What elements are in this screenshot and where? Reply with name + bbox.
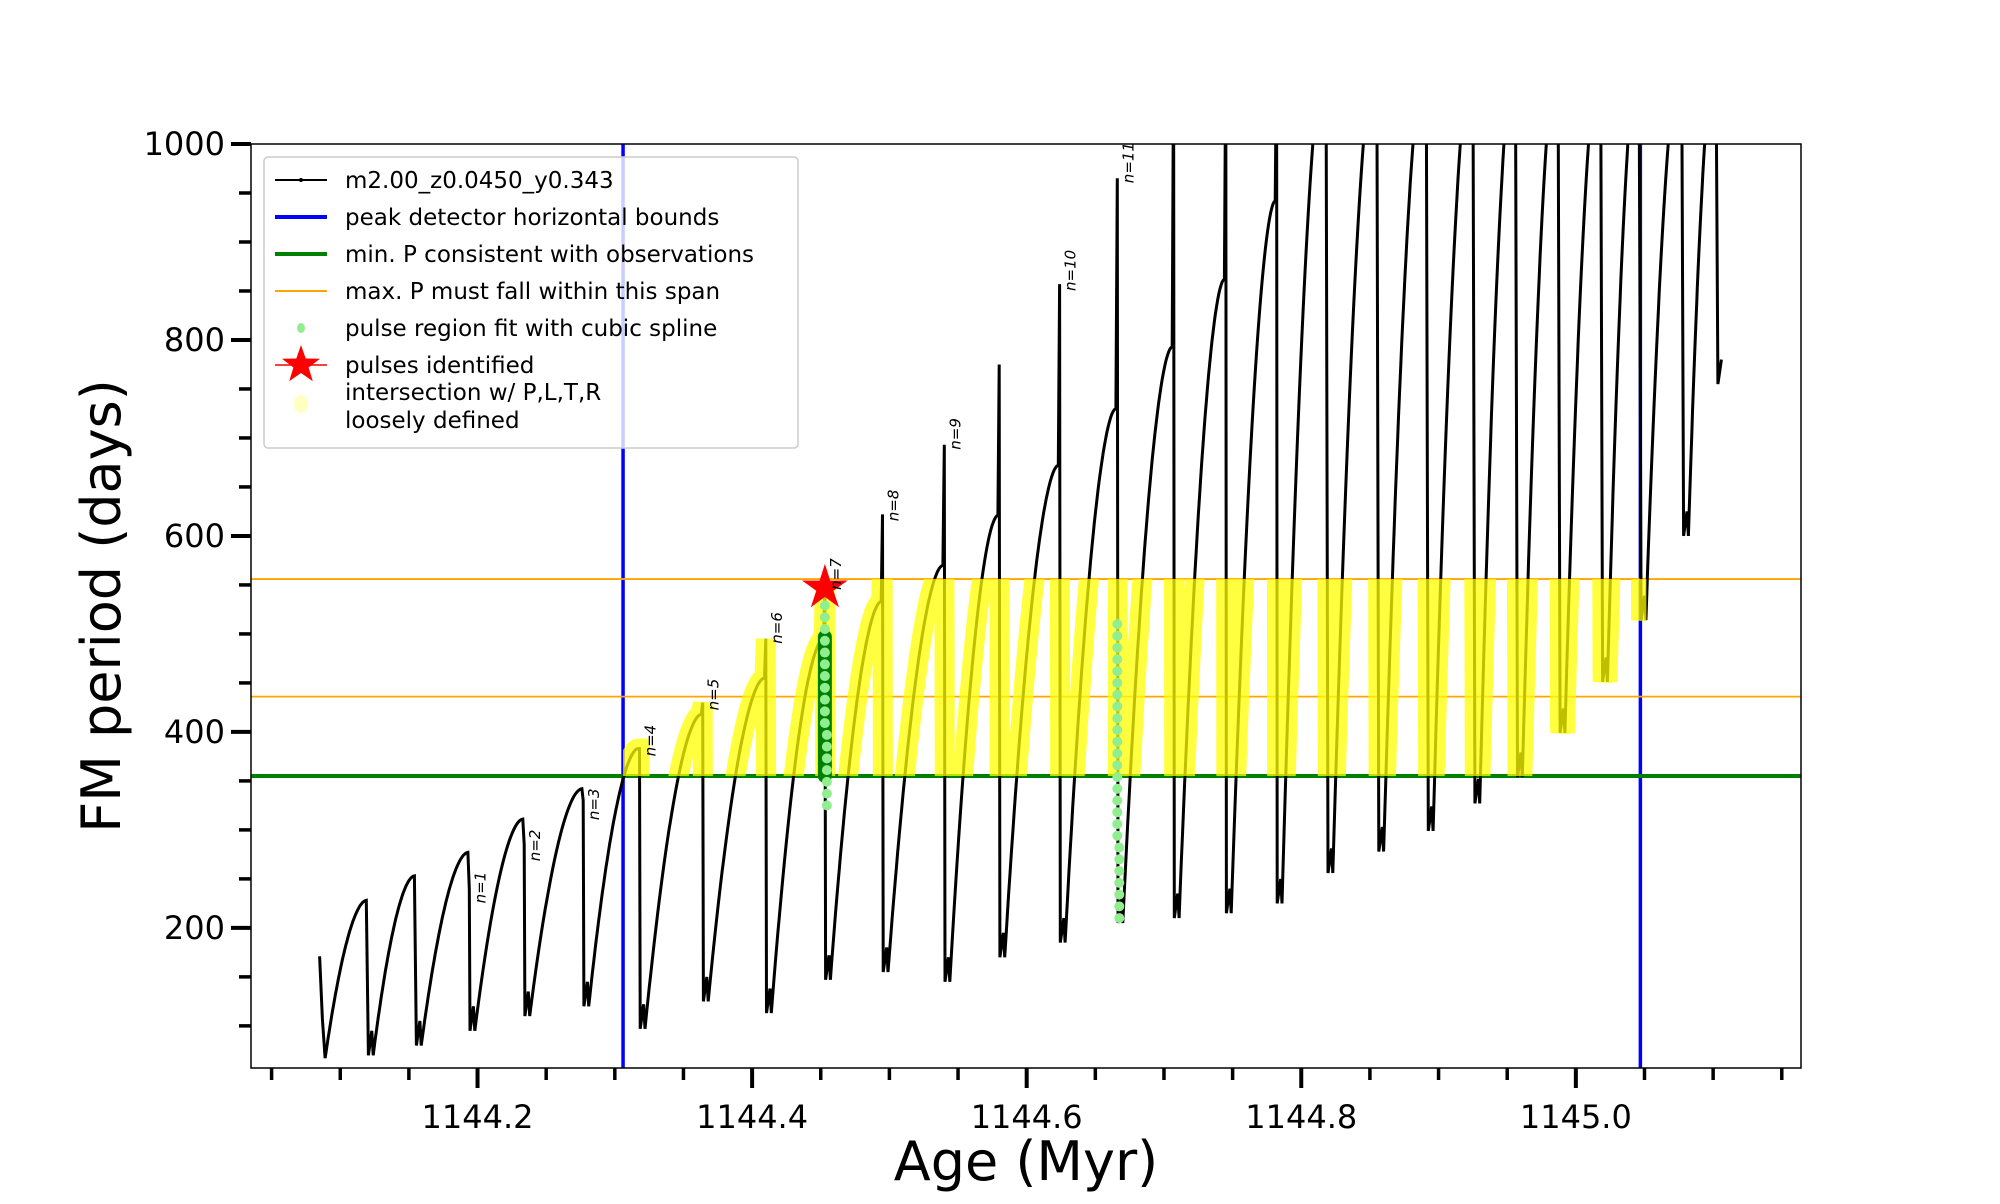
spline-fit-point bbox=[1112, 701, 1123, 712]
spline-fit-point bbox=[1114, 889, 1125, 900]
spline-fit-point bbox=[819, 647, 830, 658]
spline-fit-point bbox=[1112, 807, 1123, 818]
y-tick-label: 800 bbox=[164, 321, 225, 359]
spline-fit-point bbox=[1112, 619, 1123, 630]
legend-dot-icon bbox=[297, 323, 305, 333]
spline-fit-point bbox=[819, 694, 830, 705]
x-tick-label: 1145.0 bbox=[1520, 1098, 1632, 1136]
spline-fit-point bbox=[821, 753, 832, 764]
spline-fit-point bbox=[819, 718, 830, 729]
legend-box bbox=[263, 156, 799, 449]
x-tick-label: 1144.4 bbox=[696, 1098, 808, 1136]
spline-fit-point bbox=[819, 624, 830, 635]
spline-fit-point bbox=[1112, 654, 1123, 665]
x-tick-label: 1144.8 bbox=[1245, 1098, 1357, 1136]
pulse-label: n=1 bbox=[471, 872, 489, 904]
plot-area: n=1 n=2 n=3 n=4 n=5 n=6 n=7 n=8 n=9 n=10 n=11 bbox=[251, 142, 1801, 1068]
spline-fit-point bbox=[1112, 771, 1123, 782]
spline-fit-point bbox=[819, 682, 830, 693]
spline-fit-point bbox=[821, 729, 832, 740]
spline-fit-point bbox=[1112, 630, 1123, 641]
spline-fit-point bbox=[819, 600, 830, 611]
legend-label: pulse region fit with cubic spline bbox=[345, 316, 717, 342]
spline-fit-point bbox=[1114, 901, 1125, 912]
spline-fit-point bbox=[819, 612, 830, 623]
spline-fit-point bbox=[1112, 830, 1123, 841]
spline-fit-point bbox=[1112, 666, 1123, 677]
x-tick-label: 1144.6 bbox=[971, 1098, 1083, 1136]
pulse-label: n=7 bbox=[827, 558, 845, 590]
spline-fit-point bbox=[1112, 819, 1123, 830]
spline-fit-point bbox=[1112, 783, 1123, 794]
legend-label: peak detector horizontal bounds bbox=[345, 205, 719, 231]
pulse-label: n=10 bbox=[1062, 250, 1080, 291]
spline-fit-point bbox=[1112, 760, 1123, 771]
spline-fit-point bbox=[821, 800, 832, 811]
legend-marker-icon bbox=[299, 178, 303, 182]
spline-fit-point bbox=[821, 776, 832, 787]
pulse-label: n=3 bbox=[585, 788, 603, 820]
y-tick-label: 400 bbox=[164, 713, 225, 751]
legend-star-icon bbox=[282, 345, 320, 382]
pulse-label: n=6 bbox=[768, 612, 786, 644]
spline-fit-point bbox=[819, 659, 830, 670]
pulse-label: n=8 bbox=[885, 490, 903, 522]
legend-label: intersection w/ P,L,T,R bbox=[345, 380, 601, 406]
pulse-label: n=11 bbox=[1119, 142, 1137, 183]
legend-dot-icon bbox=[294, 395, 308, 413]
spline-fit-point bbox=[1114, 866, 1125, 877]
spline-fit-point bbox=[1114, 842, 1125, 853]
intersection-markers bbox=[623, 579, 1647, 777]
pulse-label: n=9 bbox=[946, 418, 964, 450]
spline-fit-point bbox=[821, 741, 832, 752]
pulse-label: n=5 bbox=[705, 679, 723, 711]
spline-fit-point bbox=[821, 765, 832, 776]
spline-fit-point bbox=[1112, 689, 1123, 700]
x-axis-label: Age (Myr) bbox=[894, 1130, 1159, 1193]
y-tick-label: 600 bbox=[164, 517, 225, 555]
legend-label: m2.00_z0.0450_y0.343 bbox=[345, 168, 614, 194]
pulse-label: n=4 bbox=[642, 725, 660, 757]
pulse-identified-star bbox=[802, 563, 848, 608]
spline-fit-point bbox=[1114, 877, 1125, 888]
y-axis-label: FM period (days) bbox=[70, 379, 133, 833]
spline-fit-point bbox=[1112, 795, 1123, 806]
spline-fit-point bbox=[1112, 677, 1123, 688]
x-tick-label: 1144.2 bbox=[422, 1098, 534, 1136]
spline-fit-point bbox=[1112, 736, 1123, 747]
y-tick-label: 1000 bbox=[144, 125, 225, 163]
axis-ticks: 1144.2 1144.4 1144.6 1144.8 1145.0 200 400 600 8… bbox=[144, 125, 1784, 1136]
spline-fit-point bbox=[1114, 854, 1125, 865]
spline-fit-point bbox=[819, 706, 830, 717]
legend-label: min. P consistent with observations bbox=[345, 242, 754, 268]
spline-fit-point bbox=[819, 671, 830, 682]
pulse-label: n=2 bbox=[526, 830, 544, 862]
y-tick-label: 200 bbox=[164, 909, 225, 947]
spline-fit-point bbox=[821, 788, 832, 799]
legend-label: loosely defined bbox=[345, 408, 520, 434]
intersection-highlight bbox=[623, 579, 1647, 777]
spline-fit-point bbox=[1112, 748, 1123, 759]
spline-fit-point bbox=[1112, 724, 1123, 735]
spline-fit-point bbox=[819, 635, 830, 646]
legend-label: max. P must fall within this span bbox=[345, 279, 720, 305]
spline-fit-point bbox=[1112, 642, 1123, 653]
legend-label: pulses identified bbox=[345, 353, 534, 379]
spline-fit-point bbox=[1112, 713, 1123, 724]
spline-fit-point bbox=[1114, 913, 1125, 924]
